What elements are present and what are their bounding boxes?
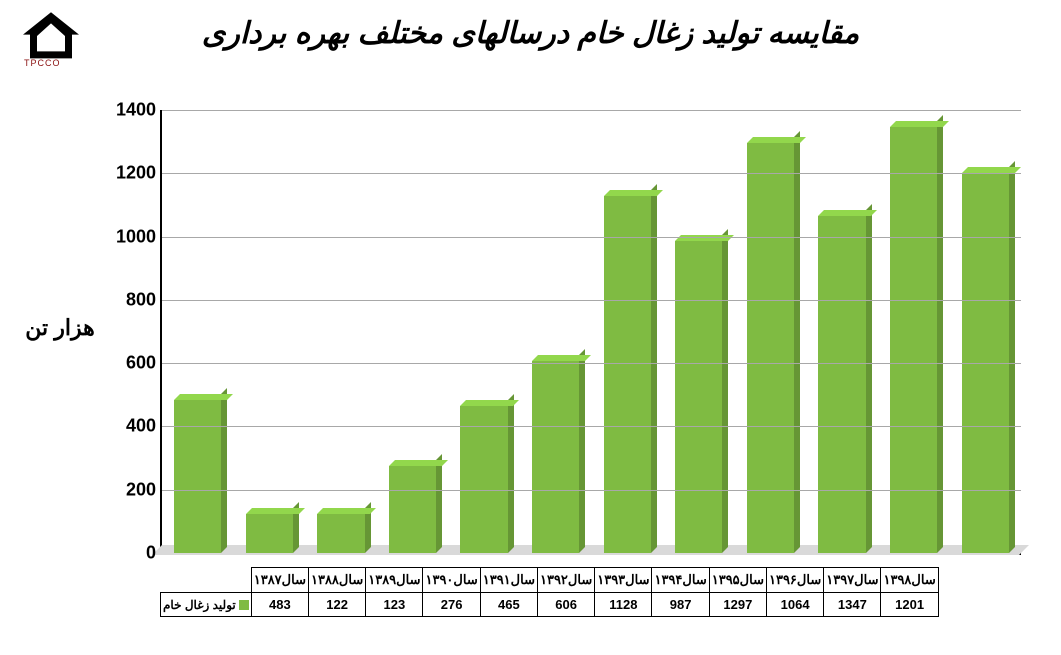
y-tick: 1400 [116, 100, 156, 121]
series-name: تولید زغال خام [163, 598, 236, 612]
bar-slot [806, 110, 878, 553]
bar [675, 241, 722, 553]
value-cell: 1201 [881, 593, 938, 617]
category-cell: سال۱۳۹۳ [595, 568, 652, 593]
value-cell: 606 [537, 593, 594, 617]
y-tick: 200 [126, 479, 156, 500]
bar [818, 216, 865, 553]
category-cell: سال۱۳۹۸ [881, 568, 938, 593]
bar-slot [448, 110, 520, 553]
bar-group [162, 110, 1021, 553]
bar-slot [234, 110, 306, 553]
value-cell: 122 [308, 593, 365, 617]
bar-slot [878, 110, 950, 553]
series-header: تولید زغال خام [161, 593, 252, 617]
bar [604, 196, 651, 553]
bar-slot [162, 110, 234, 553]
bar [246, 514, 293, 553]
y-tick: 1000 [116, 226, 156, 247]
chart: هزار تن 0200400600800100012001400 سال۱۳۸… [20, 100, 1041, 635]
value-cell: 1064 [766, 593, 823, 617]
category-cell: سال۱۳۹۷ [824, 568, 881, 593]
grid-line [162, 237, 1021, 238]
data-table: سال۱۳۸۷سال۱۳۸۸سال۱۳۸۹سال۱۳۹۰سال۱۳۹۱سال۱۳… [160, 567, 939, 617]
bar [460, 406, 507, 553]
bar [532, 361, 579, 553]
category-cell: سال۱۳۹۶ [766, 568, 823, 593]
bar-slot [591, 110, 663, 553]
bar [747, 143, 794, 553]
value-cell: 483 [251, 593, 308, 617]
bar-slot [949, 110, 1021, 553]
y-tick: 800 [126, 289, 156, 310]
legend-swatch [239, 600, 249, 610]
value-cell: 276 [423, 593, 480, 617]
bar [174, 400, 221, 553]
value-cell: 123 [366, 593, 423, 617]
y-tick: 1200 [116, 163, 156, 184]
y-tick: 400 [126, 416, 156, 437]
plot-area: 0200400600800100012001400 [160, 110, 1021, 555]
category-cell: سال۱۳۸۸ [308, 568, 365, 593]
logo-text: TPCCO [24, 58, 61, 68]
category-cell: سال۱۳۹۵ [709, 568, 766, 593]
category-cell: سال۱۳۸۹ [366, 568, 423, 593]
category-cell: سال۱۳۹۲ [537, 568, 594, 593]
bar-slot [520, 110, 592, 553]
grid-line [162, 173, 1021, 174]
grid-line [162, 426, 1021, 427]
category-cell: سال۱۳۹۴ [652, 568, 709, 593]
table-corner [161, 568, 252, 593]
value-cell: 1297 [709, 593, 766, 617]
grid-line [162, 363, 1021, 364]
bar-slot [305, 110, 377, 553]
category-cell: سال۱۳۹۱ [480, 568, 537, 593]
value-cell: 465 [480, 593, 537, 617]
bar [317, 514, 364, 553]
grid-line [162, 490, 1021, 491]
bar-slot [663, 110, 735, 553]
page-title: مقایسه تولید زغال خام درسالهای مختلف بهر… [0, 16, 1061, 51]
bar-slot [735, 110, 807, 553]
y-tick: 600 [126, 353, 156, 374]
y-axis-label: هزار تن [20, 100, 100, 555]
value-cell: 987 [652, 593, 709, 617]
value-cell: 1128 [595, 593, 652, 617]
category-cell: سال۱۳۹۰ [423, 568, 480, 593]
bar-slot [377, 110, 449, 553]
value-cell: 1347 [824, 593, 881, 617]
bar [389, 466, 436, 553]
grid-line [162, 300, 1021, 301]
category-cell: سال۱۳۸۷ [251, 568, 308, 593]
y-tick: 0 [146, 543, 156, 564]
grid-line [162, 110, 1021, 111]
